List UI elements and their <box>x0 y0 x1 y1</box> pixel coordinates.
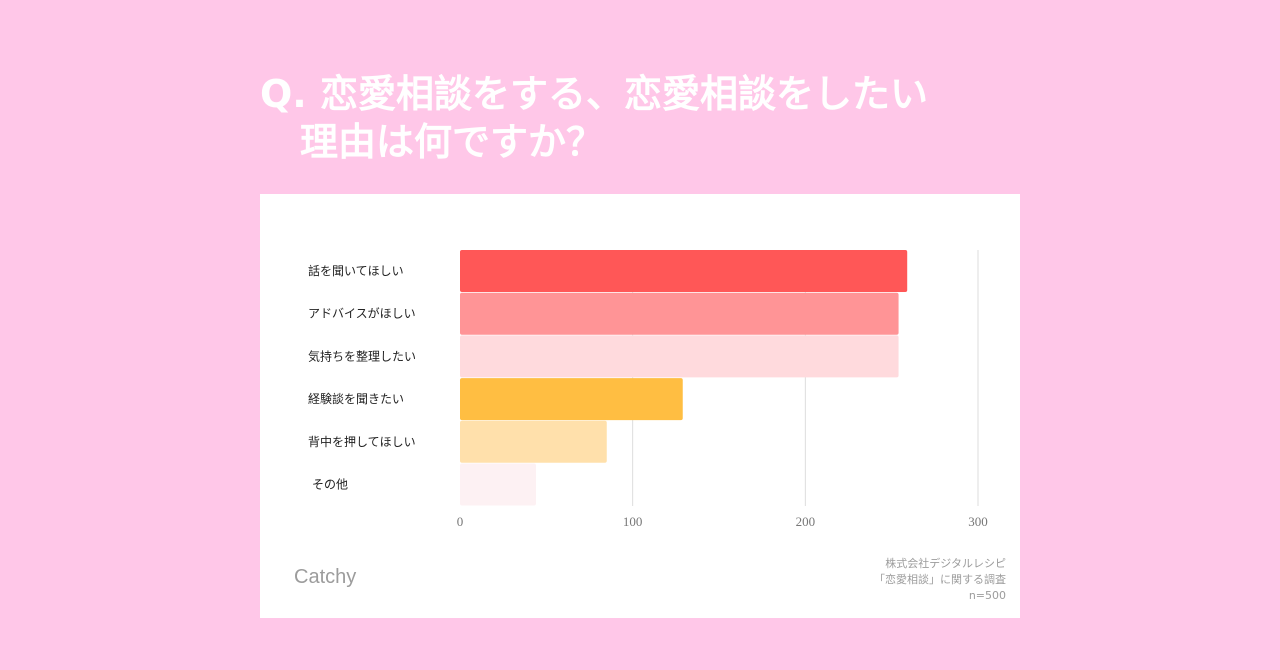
category-label-2: 気持ちを整理したい <box>308 348 416 363</box>
bar-chart: 話を聞いてほしいアドバイスがほしい気持ちを整理したい経験談を聞きたい背中を押して… <box>308 250 988 529</box>
tick-label-100: 100 <box>623 514 643 529</box>
tick-label-0: 0 <box>457 514 464 529</box>
bar-3 <box>460 378 683 421</box>
tick-label-200: 200 <box>796 514 816 529</box>
title-line-2: 理由は何ですか？ <box>300 120 605 164</box>
category-label-5: その他 <box>312 478 348 492</box>
source-survey: 「恋愛相談」に関する調査 <box>874 573 1006 586</box>
source-company: 株式会社デジタルレシピ <box>885 557 1006 570</box>
bar-4 <box>460 420 607 463</box>
category-label-1: アドバイスがほしい <box>308 306 416 321</box>
bar-2 <box>460 335 899 378</box>
category-label-4: 背中を押してほしい <box>308 434 416 449</box>
bar-1 <box>460 292 899 335</box>
brand-logo: Catchy <box>294 566 357 588</box>
chart-card: 話を聞いてほしい アドバイスがほしい 気持ちを整理したい 経験談を聞きたい 背中を押して… <box>260 194 1020 618</box>
source-note: 株式会社デジタルレシピ 「恋愛相談」に関する調査 n=500 <box>874 556 1006 604</box>
source-sample-size: n=500 <box>968 589 1006 602</box>
bar-0 <box>460 250 908 292</box>
tick-label-300: 300 <box>968 514 988 529</box>
bar-5 <box>460 463 536 506</box>
category-label-0: 話を聞いてほしい <box>308 263 404 278</box>
title-line-1: Q. 恋愛相談をする、恋愛相談をしたい <box>260 72 928 116</box>
category-label-3: 経験談を聞きたい <box>308 391 404 406</box>
chart-title: Q. 恋愛相談をする、恋愛相談をしたい 理由は何ですか？ <box>260 70 928 166</box>
